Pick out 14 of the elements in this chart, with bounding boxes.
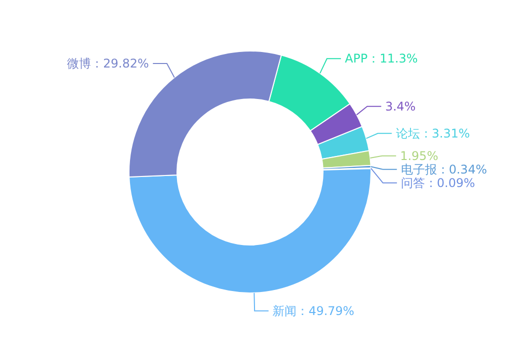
data-label: ：29.82% bbox=[91, 56, 149, 70]
data-label: ：0.09% bbox=[424, 176, 476, 190]
data-label: 3.4% bbox=[385, 99, 416, 114]
data-label: 1.95% bbox=[400, 148, 438, 163]
slice-label: 电子报 bbox=[400, 162, 437, 176]
data-label: ：3.31% bbox=[420, 126, 470, 140]
slice-label: 论坛 bbox=[396, 126, 420, 140]
slice-label: 新闻 bbox=[272, 304, 297, 318]
data-label: ：0.34% bbox=[436, 162, 487, 176]
slice-label: 微博 bbox=[67, 56, 92, 70]
slice-label: APP bbox=[344, 52, 368, 66]
slice-label: 问答 bbox=[400, 176, 425, 190]
data-label: ：11.3% bbox=[368, 52, 418, 66]
data-label: ：49.79% bbox=[296, 304, 354, 318]
